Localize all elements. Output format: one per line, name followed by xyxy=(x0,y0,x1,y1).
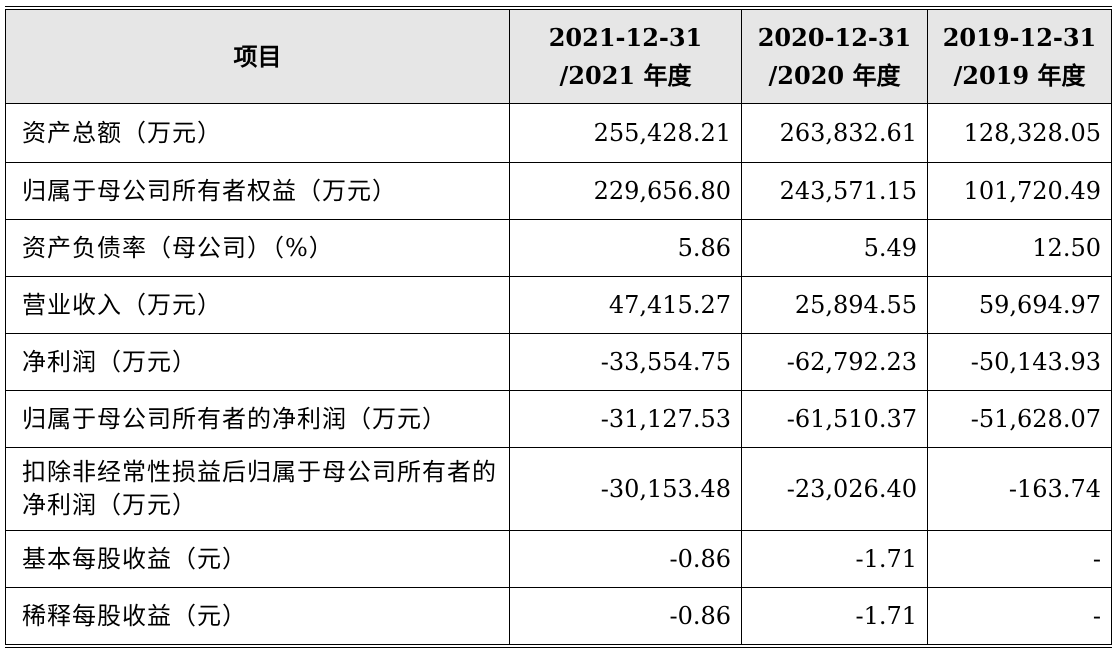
cell-2021: 5.86 xyxy=(509,219,742,277)
row-label: 基本每股收益（元） xyxy=(5,530,510,588)
cell-2021: 229,656.80 xyxy=(509,162,742,220)
cell-2020: -62,792.23 xyxy=(741,333,928,391)
cell-2019: 12.50 xyxy=(927,219,1112,277)
row-label: 净利润（万元） xyxy=(5,333,510,391)
cell-2021: -31,127.53 xyxy=(509,390,742,448)
financial-summary-table: 项目 2021-12-31 /2021 年度 2020-12-31 /2020 … xyxy=(5,6,1112,648)
cell-2019: -51,628.07 xyxy=(927,390,1112,448)
header-row: 项目 2021-12-31 /2021 年度 2020-12-31 /2020 … xyxy=(5,6,1112,104)
row-label: 归属于母公司所有者的净利润（万元） xyxy=(5,390,510,448)
cell-2021: -0.86 xyxy=(509,530,742,588)
header-item: 项目 xyxy=(5,6,510,104)
header-2021-date: 2021-12-31 xyxy=(548,22,703,52)
cell-2020: 263,832.61 xyxy=(741,103,928,163)
cell-2021: -30,153.48 xyxy=(509,447,742,531)
cell-2020: 5.49 xyxy=(741,219,928,277)
table-row: 归属于母公司所有者权益（万元） 229,656.80 243,571.15 10… xyxy=(5,162,1112,220)
table-row: 基本每股收益（元） -0.86 -1.71 - xyxy=(5,530,1112,588)
table-row: 稀释每股收益（元） -0.86 -1.71 - xyxy=(5,587,1112,648)
row-label: 稀释每股收益（元） xyxy=(5,587,510,648)
cell-2020: 243,571.15 xyxy=(741,162,928,220)
header-2020: 2020-12-31 /2020 年度 xyxy=(741,6,928,104)
table-row: 净利润（万元） -33,554.75 -62,792.23 -50,143.93 xyxy=(5,333,1112,391)
cell-2020: -1.71 xyxy=(741,587,928,648)
header-2020-date: 2020-12-31 xyxy=(757,22,912,52)
cell-2019: - xyxy=(927,587,1112,648)
cell-2020: -1.71 xyxy=(741,530,928,588)
cell-2020: -23,026.40 xyxy=(741,447,928,531)
cell-2019: 128,328.05 xyxy=(927,103,1112,163)
row-label: 资产负债率（母公司）（%） xyxy=(5,219,510,277)
cell-2020: 25,894.55 xyxy=(741,276,928,334)
row-label: 扣除非经常性损益后归属于母公司所有者的净利润（万元） xyxy=(5,447,510,531)
cell-2021: -0.86 xyxy=(509,587,742,648)
cell-2019: 59,694.97 xyxy=(927,276,1112,334)
row-label: 资产总额（万元） xyxy=(5,103,510,163)
row-label: 营业收入（万元） xyxy=(5,276,510,334)
table-row: 归属于母公司所有者的净利润（万元） -31,127.53 -61,510.37 … xyxy=(5,390,1112,448)
financial-summary-table-wrapper: 项目 2021-12-31 /2021 年度 2020-12-31 /2020 … xyxy=(5,6,1112,648)
header-2021: 2021-12-31 /2021 年度 xyxy=(509,6,742,104)
table-body: 资产总额（万元） 255,428.21 263,832.61 128,328.0… xyxy=(5,103,1112,648)
table-row: 资产总额（万元） 255,428.21 263,832.61 128,328.0… xyxy=(5,103,1112,163)
header-2020-year: /2020 年度 xyxy=(768,60,901,90)
cell-2021: 47,415.27 xyxy=(509,276,742,334)
header-2019: 2019-12-31 /2019 年度 xyxy=(927,6,1112,104)
cell-2019: 101,720.49 xyxy=(927,162,1112,220)
header-2021-year: /2021 年度 xyxy=(559,60,692,90)
cell-2021: -33,554.75 xyxy=(509,333,742,391)
cell-2021: 255,428.21 xyxy=(509,103,742,163)
cell-2019: -163.74 xyxy=(927,447,1112,531)
table-row: 营业收入（万元） 47,415.27 25,894.55 59,694.97 xyxy=(5,276,1112,334)
cell-2020: -61,510.37 xyxy=(741,390,928,448)
row-label: 归属于母公司所有者权益（万元） xyxy=(5,162,510,220)
cell-2019: - xyxy=(927,530,1112,588)
cell-2019: -50,143.93 xyxy=(927,333,1112,391)
header-2019-year: /2019 年度 xyxy=(953,60,1086,90)
table-header: 项目 2021-12-31 /2021 年度 2020-12-31 /2020 … xyxy=(5,6,1112,104)
header-2019-date: 2019-12-31 xyxy=(942,22,1097,52)
table-row: 扣除非经常性损益后归属于母公司所有者的净利润（万元） -30,153.48 -2… xyxy=(5,447,1112,531)
table-row: 资产负债率（母公司）（%） 5.86 5.49 12.50 xyxy=(5,219,1112,277)
